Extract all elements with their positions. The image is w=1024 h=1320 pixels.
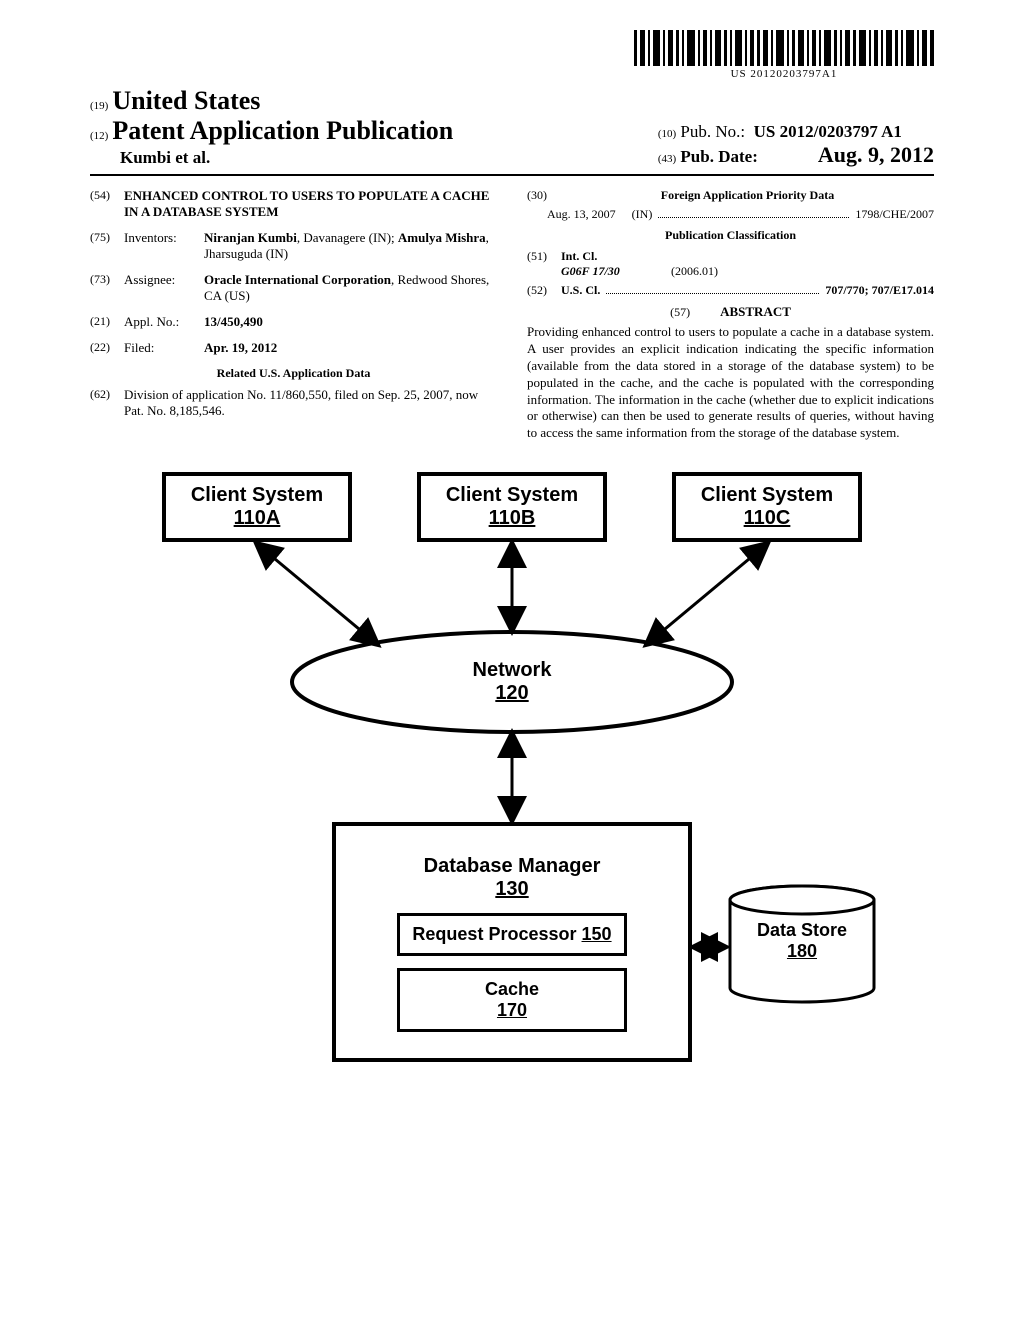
cache-label: Cache — [406, 979, 618, 1000]
database-manager-box: Database Manager 130 Request Processor 1… — [332, 822, 692, 1062]
network-label: Network — [473, 659, 552, 682]
assignee-value: Oracle International Corporation, Redwoo… — [204, 272, 497, 304]
filed-date: Apr. 19, 2012 — [204, 340, 497, 356]
country: United States — [112, 86, 260, 115]
inventors-code: (75) — [90, 230, 124, 262]
intcl-label: Int. Cl. — [561, 249, 616, 264]
pubno-label: Pub. No.: — [680, 122, 745, 141]
patent-page: US 20120203797A1 (19) United States (12)… — [0, 0, 1024, 1112]
filed-code: (22) — [90, 340, 124, 356]
data-store-node: Data Store 180 — [727, 892, 877, 1002]
application-number: 13/450,490 — [204, 314, 497, 330]
barcode-area: US 20120203797A1 — [90, 30, 934, 82]
barcode-number: US 20120203797A1 — [634, 68, 934, 80]
abstract-heading: (57) ABSTRACT — [527, 304, 934, 320]
client-a-label: Client System — [191, 484, 323, 507]
request-processor-box: Request Processor 150 — [397, 913, 627, 956]
intcl-year: (2006.01) — [671, 264, 718, 279]
client-c-num: 110C — [744, 507, 791, 530]
dots-icon — [658, 207, 849, 218]
client-box-a: Client System 110A — [162, 472, 352, 542]
title-code: (54) — [90, 188, 124, 220]
client-c-label: Client System — [701, 484, 833, 507]
client-box-c: Client System 110C — [672, 472, 862, 542]
dbm-label: Database Manager — [424, 855, 601, 878]
foreign-heading: Foreign Application Priority Data — [561, 188, 934, 203]
right-column: (30)Foreign Application Priority Data Au… — [527, 188, 934, 442]
publication-date: Aug. 9, 2012 — [818, 142, 934, 167]
req-label: Request Processor — [412, 924, 576, 944]
dbm-num: 130 — [495, 878, 528, 901]
abstract-label: ABSTRACT — [720, 304, 791, 319]
client-a-num: 110A — [234, 507, 281, 530]
authors: Kumbi et al. — [120, 148, 453, 168]
req-num: 150 — [582, 924, 612, 944]
uscl-label: U.S. Cl. — [561, 283, 600, 298]
invention-title: ENHANCED CONTROL TO USERS TO POPULATE A … — [124, 188, 497, 220]
header: (19) United States (12) Patent Applicati… — [90, 86, 934, 176]
datastore-num: 180 — [727, 941, 877, 962]
cache-num: 170 — [406, 1000, 618, 1021]
pub-classification-heading: Publication Classification — [527, 228, 934, 243]
publication-type: Patent Application Publication — [112, 116, 453, 145]
abstract-text: Providing enhanced control to users to p… — [527, 324, 934, 442]
dots-icon — [606, 283, 819, 294]
cache-box: Cache 170 — [397, 968, 627, 1032]
foreign-code: (30) — [527, 188, 561, 203]
related-data-heading: Related U.S. Application Data — [90, 366, 497, 381]
client-b-num: 110B — [489, 507, 536, 530]
uscl-code: (52) — [527, 283, 561, 298]
pubdate-label: Pub. Date: — [680, 147, 757, 166]
foreign-app-number: 1798/CHE/2007 — [855, 207, 934, 222]
client-b-label: Client System — [446, 484, 578, 507]
publication-number: US 2012/0203797 A1 — [754, 122, 902, 141]
network-node: Network 120 — [292, 632, 732, 732]
assignee-code: (73) — [90, 272, 124, 304]
pub-type-code: (12) — [90, 130, 108, 142]
foreign-country: (IN) — [632, 207, 653, 222]
barcode-icon — [634, 30, 934, 66]
applno-label: Appl. No.: — [124, 314, 204, 330]
client-box-b: Client System 110B — [417, 472, 607, 542]
assignee-label: Assignee: — [124, 272, 204, 304]
foreign-date: Aug. 13, 2007 — [547, 207, 616, 222]
network-num: 120 — [495, 682, 528, 705]
intcl-code: (51) — [527, 249, 561, 264]
filed-label: Filed: — [124, 340, 204, 356]
bibliographic-data: (54) ENHANCED CONTROL TO USERS TO POPULA… — [90, 188, 934, 442]
division-code: (62) — [90, 387, 124, 419]
pubno-code: (10) — [658, 128, 676, 140]
barcode: US 20120203797A1 — [634, 30, 934, 80]
applno-code: (21) — [90, 314, 124, 330]
left-column: (54) ENHANCED CONTROL TO USERS TO POPULA… — [90, 188, 497, 442]
division-text: Division of application No. 11/860,550, … — [124, 387, 497, 419]
inventors-value: Niranjan Kumbi, Davanagere (IN); Amulya … — [204, 230, 497, 262]
abstract-code: (57) — [670, 305, 690, 319]
inventors-label: Inventors: — [124, 230, 204, 262]
uscl-value: 707/770; 707/E17.014 — [825, 283, 934, 298]
datastore-label: Data Store — [727, 920, 877, 941]
figure-diagram: Client System 110A Client System 110B Cl… — [132, 472, 892, 1072]
country-code: (19) — [90, 100, 108, 112]
pubdate-code: (43) — [658, 153, 676, 165]
intcl-class: G06F 17/30 — [561, 264, 671, 279]
